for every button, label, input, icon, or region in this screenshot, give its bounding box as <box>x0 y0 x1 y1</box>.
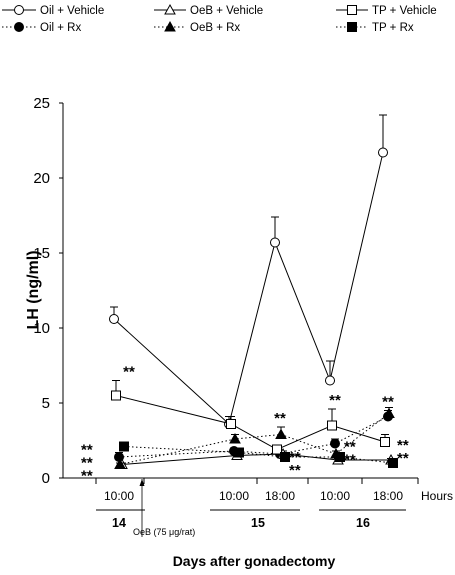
legend-entry-tp-vehicle: TP + Vehicle <box>336 5 437 17</box>
y-tick-label: 25 <box>33 95 50 112</box>
significance-marker: ** <box>344 439 356 456</box>
significance-marker: ** <box>81 468 93 485</box>
legend-label: TP + Rx <box>372 22 414 34</box>
data-point <box>335 452 345 462</box>
legend-label: TP + Vehicle <box>372 5 437 17</box>
legend-label: Oil + Vehicle <box>40 5 104 17</box>
data-point <box>119 441 129 452</box>
series-tp-rx <box>119 441 398 468</box>
data-point <box>229 432 241 444</box>
annotation-arrowhead <box>139 479 145 486</box>
significance-marker: ** <box>289 462 301 479</box>
day-groups: 14 15 16 <box>96 509 406 530</box>
data-point <box>325 375 335 386</box>
legend-label: Oil + Rx <box>40 22 81 34</box>
legend-entry-oil-rx: Oil + Rx <box>2 22 81 34</box>
data-point <box>388 458 398 468</box>
series-oil-vehicle <box>109 114 388 429</box>
oeb-injection-annotation: OeB (75 μg/rat) <box>133 479 195 537</box>
y-axis-label: LH (ng/ml) <box>25 250 42 329</box>
data-point <box>383 407 395 418</box>
legend-entry-oeb-vehicle: OeB + Vehicle <box>154 3 263 17</box>
y-tick-label: 10 <box>33 320 50 337</box>
data-point <box>111 390 121 401</box>
legend-entry-oeb-rx: OeB + Rx <box>154 20 240 34</box>
data-point <box>234 447 244 458</box>
y-tick-label: 15 <box>33 245 50 262</box>
significance-markers: ************************** <box>81 364 409 485</box>
data-point <box>270 237 280 248</box>
significance-marker: ** <box>123 364 135 381</box>
day-label: 16 <box>356 516 370 530</box>
data-point <box>226 419 236 429</box>
day-label: 15 <box>251 516 265 530</box>
significance-marker: ** <box>81 442 93 459</box>
significance-marker: ** <box>274 410 286 427</box>
data-point <box>330 438 340 449</box>
data-point <box>280 452 290 462</box>
significance-marker: ** <box>397 450 409 467</box>
axes <box>62 103 418 479</box>
data-point <box>380 437 390 447</box>
x-category-label: 10:00 <box>219 489 249 503</box>
data-point <box>109 314 119 324</box>
x-category-label: 10:00 <box>320 489 350 503</box>
data-point <box>114 458 126 469</box>
significance-marker: ** <box>397 437 409 454</box>
significance-marker: ** <box>382 394 394 411</box>
annotation-label: OeB (75 μg/rat) <box>133 527 195 537</box>
x-axis-label: Days after gonadectomy <box>173 553 336 569</box>
x-category-label: 18:00 <box>373 489 403 503</box>
legend-label: OeB + Vehicle <box>190 5 263 17</box>
series-line <box>113 152 384 425</box>
x-category-label: 10:00 <box>104 489 134 503</box>
x-ticks: 10:00 10:00 18:00 10:00 18:00 <box>95 478 419 503</box>
legend-label: OeB + Rx <box>190 22 240 34</box>
legend-entry-tp-rx: TP + Rx <box>336 22 414 34</box>
x-category-label: 18:00 <box>265 489 295 503</box>
significance-marker: ** <box>329 392 341 409</box>
x-unit-label: Hours <box>421 489 453 503</box>
legend-entry-oil-vehicle: Oil + Vehicle <box>2 5 104 17</box>
y-tick-label: 20 <box>33 170 50 187</box>
y-tick-label: 0 <box>42 470 50 487</box>
y-tick-label: 5 <box>42 395 50 412</box>
y-ticks: 0 5 10 15 20 25 <box>33 95 63 487</box>
data-point <box>275 428 287 439</box>
data-point <box>327 420 337 431</box>
data-point <box>378 147 388 158</box>
series-tp-vehicle <box>111 380 390 455</box>
data-point <box>272 444 282 455</box>
day-label: 14 <box>112 516 126 530</box>
legend: Oil + Vehicle Oil + Rx OeB + Vehicle OeB… <box>2 3 437 34</box>
significance-marker: ** <box>289 449 301 466</box>
significance-marker: ** <box>81 455 93 472</box>
significance-marker: ** <box>344 452 356 469</box>
plot-area: ************************** <box>81 114 409 485</box>
